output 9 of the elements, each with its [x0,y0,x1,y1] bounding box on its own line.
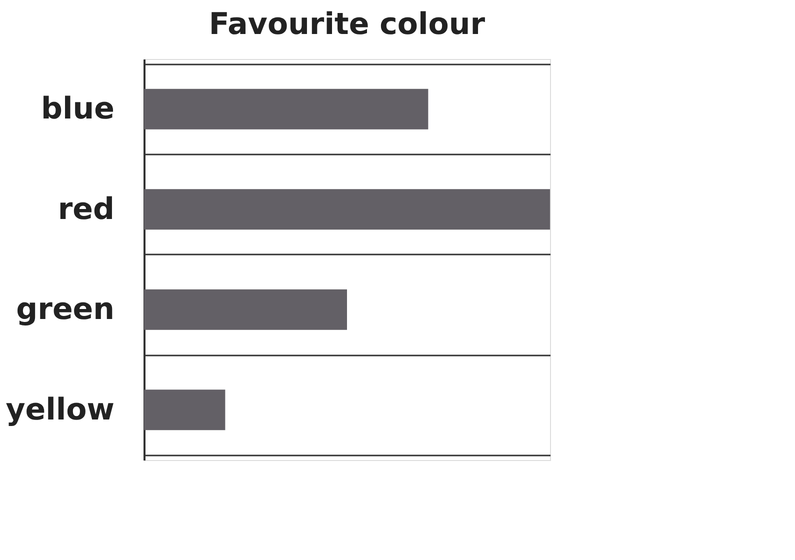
bar [144,88,428,130]
y-tick-label: blue [41,92,114,127]
chart-title: Favourite colour [208,7,486,42]
bar [144,189,550,230]
y-tick-label: yellow [6,392,114,428]
bar [144,289,347,330]
y-tick-label: red [58,192,114,227]
bar [144,390,226,430]
y-tick-label: green [16,292,114,328]
